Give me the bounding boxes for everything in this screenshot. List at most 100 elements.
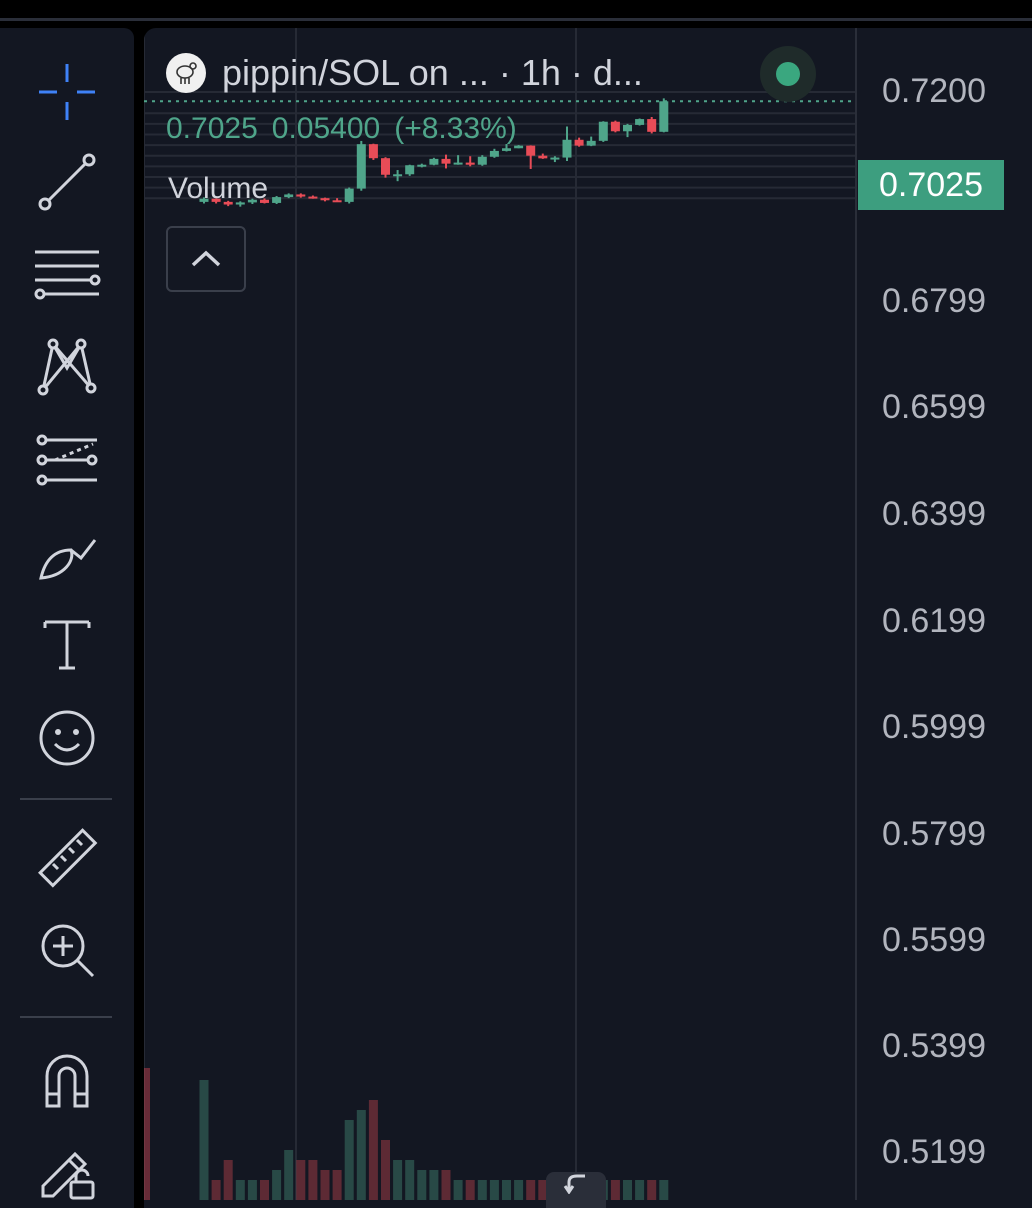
- candle-body: [223, 201, 233, 205]
- volume-bar: [659, 1180, 669, 1200]
- top-divider: [0, 18, 1032, 21]
- undo-arrow-icon: [563, 1174, 585, 1194]
- volume-bar: [635, 1180, 645, 1200]
- volume-bar: [405, 1160, 415, 1200]
- brush-icon: [39, 539, 97, 580]
- candle-body: [344, 188, 354, 202]
- volume-bar: [417, 1170, 427, 1200]
- candlestick-chart[interactable]: [144, 28, 1032, 1200]
- volume-bar: [332, 1170, 342, 1200]
- candle-body: [659, 101, 669, 132]
- candle-body: [610, 121, 620, 132]
- crosshair-tool[interactable]: [22, 52, 112, 132]
- candle-body: [296, 194, 306, 197]
- volume-bar: [502, 1180, 511, 1200]
- volume-bar: [381, 1140, 390, 1200]
- ruler-icon: [38, 828, 98, 888]
- collapse-legend-button[interactable]: [166, 226, 246, 292]
- candle-body: [284, 194, 294, 198]
- ohlc-values: 0.7025 0.05400 (+8.33%): [166, 112, 531, 146]
- volume-bar: [514, 1180, 524, 1200]
- ruler-tool[interactable]: [22, 820, 112, 900]
- lock-drawing-icon: [41, 1151, 95, 1200]
- crosshair-icon: [39, 64, 95, 120]
- volume-bar: [526, 1180, 536, 1200]
- symbol-title: pippin/SOL on ... · 1h · d...: [222, 52, 643, 93]
- zoom-tool[interactable]: [22, 910, 112, 990]
- volume-bar: [320, 1170, 330, 1200]
- forecast-icon: [36, 434, 98, 486]
- market-open-dot: [776, 62, 800, 86]
- price-axis-label: 0.6399: [882, 495, 986, 533]
- chart-panel[interactable]: pippin/SOL on ... · 1h · d... 0.7025 0.05…: [144, 28, 1032, 1208]
- scroll-to-realtime-button[interactable]: [546, 1172, 606, 1208]
- candle-body: [489, 150, 499, 157]
- toolbar-divider: [20, 798, 112, 800]
- volume-bar: [211, 1180, 221, 1200]
- candle-body: [260, 199, 269, 203]
- candle-body: [417, 164, 427, 167]
- drawing-toolbar: [0, 28, 134, 1208]
- market-status[interactable]: [760, 46, 816, 102]
- last-price-value: 0.7025: [166, 112, 258, 145]
- candle-body: [562, 139, 572, 158]
- candle-body: [211, 198, 221, 202]
- volume-bar: [465, 1180, 475, 1200]
- lock-drawings-tool[interactable]: [22, 1128, 112, 1208]
- candle-body: [308, 196, 318, 199]
- forecast-tool[interactable]: [22, 420, 112, 500]
- candle-body: [538, 155, 548, 159]
- volume-label[interactable]: Volume: [168, 172, 269, 205]
- pattern-tool[interactable]: [22, 326, 112, 406]
- volume-bar: [623, 1180, 632, 1200]
- top-bar: [0, 0, 1032, 20]
- volume-bar: [441, 1170, 451, 1200]
- candle-body: [320, 198, 330, 201]
- volume-bar: [368, 1100, 378, 1200]
- pattern-icon: [37, 338, 97, 396]
- volume-bar: [260, 1180, 269, 1200]
- volume-bar: [308, 1160, 318, 1200]
- horizontal-lines-tool[interactable]: [22, 234, 112, 314]
- candle-body: [465, 162, 475, 165]
- chevron-up-icon: [191, 250, 221, 267]
- candle-body: [647, 119, 657, 132]
- trend-line-tool[interactable]: [22, 142, 112, 222]
- volume-bar: [393, 1160, 403, 1200]
- volume-bar: [489, 1180, 499, 1200]
- emoji-tool[interactable]: [22, 698, 112, 778]
- emoji-icon: [39, 710, 95, 766]
- candle-body: [199, 198, 209, 202]
- volume-bar: [284, 1150, 294, 1200]
- volume-bar: [538, 1180, 548, 1200]
- volume-bar: [453, 1180, 463, 1200]
- price-axis-label: 0.5599: [882, 921, 986, 959]
- candle-body: [550, 157, 560, 160]
- volume-bar: [477, 1180, 487, 1200]
- volume-bar: [296, 1160, 306, 1200]
- change-value: 0.05400: [271, 112, 381, 145]
- price-axis-label: 0.5199: [882, 1133, 986, 1171]
- magnet-tool[interactable]: [22, 1038, 112, 1118]
- text-icon: [43, 620, 91, 670]
- candle-body: [441, 158, 451, 164]
- price-axis-label: 0.5999: [882, 708, 986, 746]
- brush-tool[interactable]: [22, 512, 112, 592]
- volume-bar: [235, 1180, 245, 1200]
- volume-bar: [356, 1110, 366, 1200]
- candle-body: [526, 145, 536, 156]
- volume-bar: [144, 1068, 150, 1200]
- magnet-icon: [45, 1054, 89, 1108]
- change-percent: (+8.33%): [394, 112, 517, 145]
- candle-body: [623, 124, 632, 132]
- candle-body: [429, 158, 439, 165]
- symbol-legend[interactable]: pippin/SOL on ... · 1h · d...: [166, 50, 643, 96]
- horizontal-lines-icon: [34, 250, 101, 300]
- candle-body: [332, 200, 342, 203]
- candle-body: [502, 148, 511, 151]
- price-axis-label: 0.6199: [882, 602, 986, 640]
- candle-body: [272, 197, 282, 203]
- candle-body: [235, 202, 245, 205]
- text-tool[interactable]: [22, 604, 112, 684]
- candle-body: [368, 144, 378, 159]
